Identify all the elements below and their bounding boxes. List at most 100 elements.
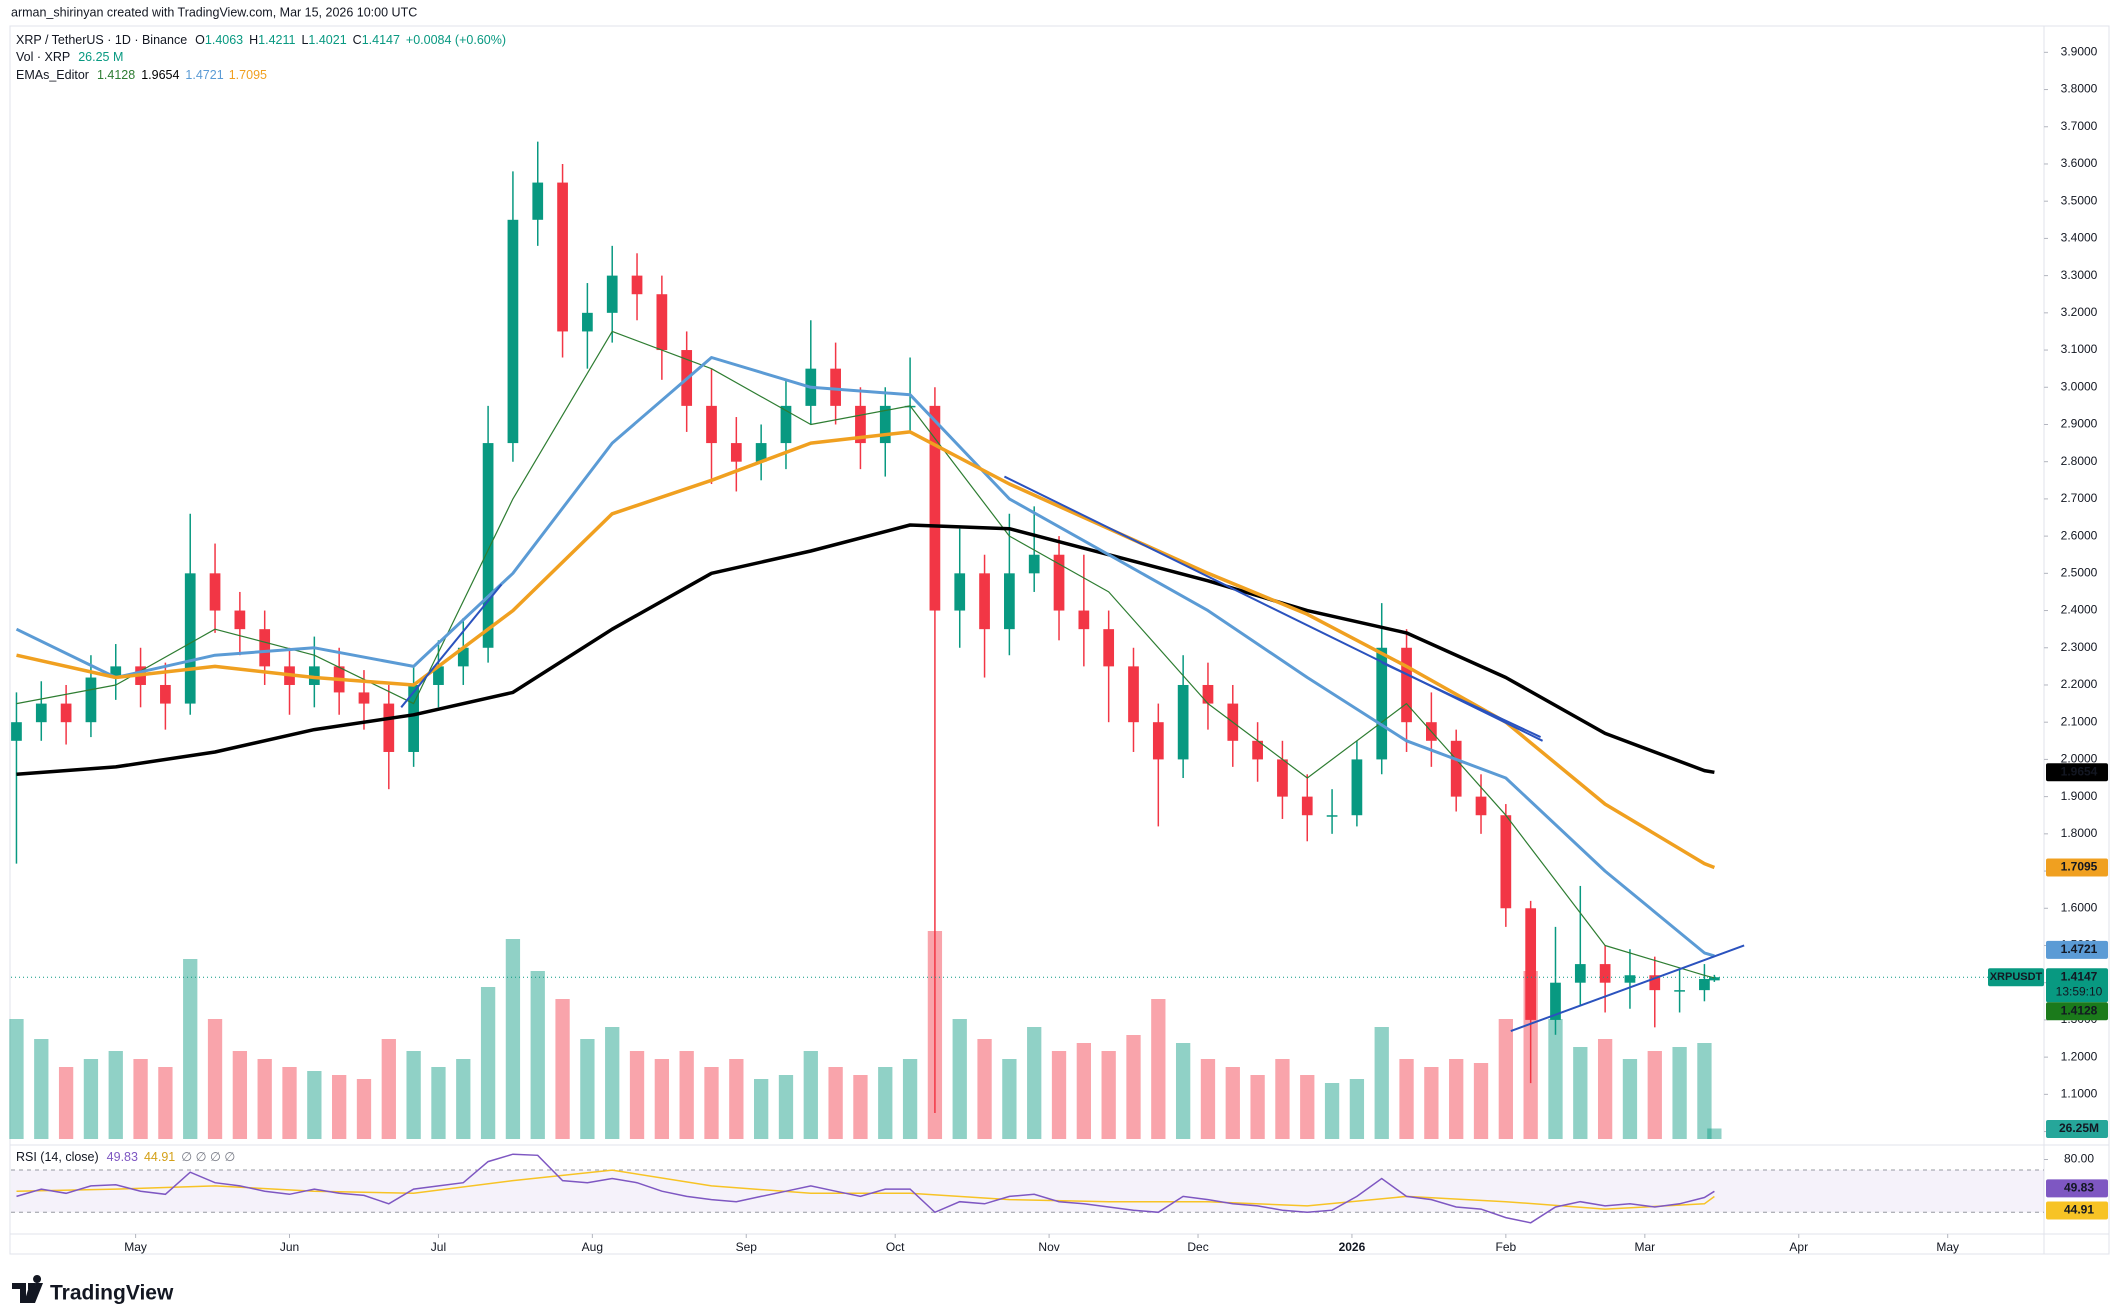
volume-bar [282,1067,297,1139]
volume-bar [555,999,570,1139]
volume-bar [952,1019,967,1139]
candle-body [557,182,568,332]
y-tick-label: 3.9000 [2061,45,2098,59]
ohlc-letter: C [353,33,362,47]
ema-tag-box [2046,940,2108,959]
volume-bar [629,1051,645,1139]
rsi-line [16,1153,1715,1224]
countdown: 13:59:10 [2056,984,2103,998]
candle-body [110,666,122,678]
credit: arman_shirinyan created with TradingView… [11,5,417,19]
y-tick-label: 2.5000 [2061,566,2098,580]
volume-bar [530,971,545,1139]
volume-bar [58,1067,74,1139]
ohlc-letter: L [301,33,308,47]
trendline [400,583,503,708]
ema-value: 1.7095 [229,68,267,82]
ohlc-letter: H [249,33,258,47]
symbol-title: XRP / TetherUS · 1D · Binance [16,33,187,47]
candle-body [1004,573,1015,630]
ema-tag: 1.9654 [2061,764,2098,778]
volume-bar [878,1067,893,1139]
candle-body [1500,815,1512,909]
symbol-legend: XRP / TetherUS · 1D · Binance O1.4063 H1.4… [16,33,506,47]
candle-body [780,405,792,444]
volume-bar [232,1051,248,1139]
y-tick-label: 2.0000 [2061,752,2098,766]
candle-body [358,692,370,704]
volume-bar [1225,1067,1240,1139]
rsi-tag: 49.83 [2064,1181,2094,1195]
ema-value: 1.4721 [185,68,223,82]
y-tick-label: 1.2000 [2061,1049,2098,1063]
ema-tag: 1.7095 [2061,860,2098,874]
y-tick-label: 1.6000 [2061,900,2098,914]
volume-bar [1498,1019,1513,1139]
candle-body [706,405,717,444]
volume-bar [778,1075,794,1139]
candle-body [1252,740,1263,760]
candle-body [383,703,395,752]
candle-body [879,405,891,444]
x-tick-label: May [1936,1240,1959,1254]
volume-bar [1126,1035,1141,1139]
volume-bar [108,1051,123,1139]
y-tick-label: 3.5000 [2061,193,2098,207]
low-value: 1.4021 [308,33,346,47]
candle-body [308,666,320,685]
candle-body [830,368,841,406]
volume-tag-box [2046,1120,2108,1138]
volume-bar [1597,1039,1613,1139]
candle-body [755,443,767,462]
volume-bar [1449,1059,1464,1139]
brand-icon [12,1275,42,1303]
candle-body [1326,815,1338,817]
volume-bar [1349,1079,1365,1139]
trendline [1381,661,1542,738]
volume-bar [207,1019,223,1139]
candle-body [1376,647,1388,760]
volume-bar [1300,1075,1315,1139]
y-tick-label: 2.2000 [2061,677,2098,691]
rsi-ma-value: 44.91 [144,1150,175,1164]
candle-body [606,275,618,313]
candle-body [1028,554,1040,574]
ohlc-letter: O [195,33,205,47]
volume-bar [1573,1047,1588,1139]
volume-bar [977,1039,992,1139]
candle-body [979,573,990,630]
change-value: +0.0084 (+0.60%) [406,33,506,47]
candle-body [433,666,444,685]
y-tick-label: 2.6000 [2061,528,2098,542]
x-tick-label: Apr [1789,1240,1808,1254]
ema-line [15,356,1715,958]
candle-body [1103,629,1115,667]
rsi-tick-label: 80.00 [2064,1152,2094,1166]
candle-body [1624,975,1636,983]
volume-bar [1622,1059,1638,1139]
rsi-legend: RSI (14, close) 49.83 44.91 ∅ ∅ ∅ ∅ [16,1150,235,1164]
rsi-value: 49.83 [107,1150,138,1164]
volume-bar [1151,999,1166,1139]
candle-body [60,703,72,723]
x-tick-label: Jun [280,1240,299,1254]
volume-bar [1424,1067,1439,1139]
volume-bar [1051,1051,1067,1139]
volume-title: Vol · XRP [16,50,70,64]
x-tick-label: May [124,1240,147,1254]
candle-body [929,405,941,611]
candle-body [482,443,494,648]
candle-body [259,629,271,667]
volume-bar [704,1067,719,1139]
volume-bar [1473,1063,1489,1139]
candle-body [1301,796,1313,816]
volume-bar [754,1079,769,1139]
x-tick-label: Feb [1495,1240,1516,1254]
ema-line [16,523,1715,777]
ema-tag-box [2046,1002,2108,1021]
candle-body [532,182,544,220]
ema-tag: 1.4128 [2061,1003,2098,1017]
volume-bar [9,1019,24,1139]
candle-body [954,573,966,611]
